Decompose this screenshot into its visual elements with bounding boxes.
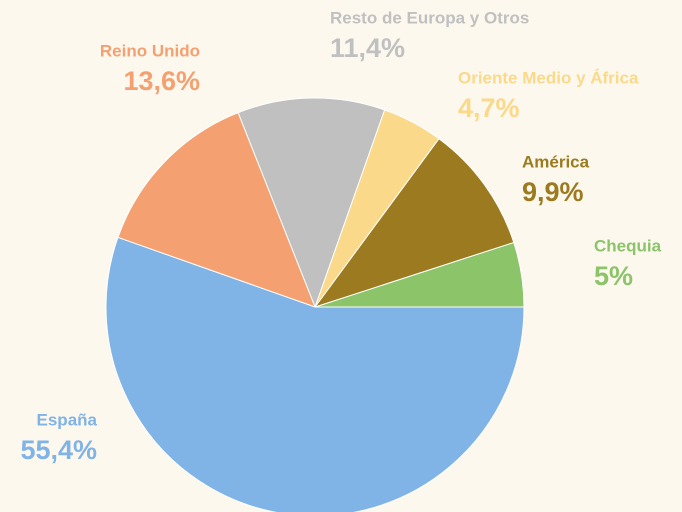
slice-name: Resto de Europa y Otros xyxy=(330,8,529,27)
pie-slice xyxy=(313,137,515,308)
pie-slice xyxy=(105,236,525,512)
slice-value: 55,4% xyxy=(20,435,97,465)
slice-name: América xyxy=(522,152,590,171)
slice-name: Chequia xyxy=(594,236,662,255)
slice-value: 5% xyxy=(594,261,633,291)
slice-name: Reino Unido xyxy=(100,41,200,60)
pie-slice xyxy=(237,97,386,309)
slice-name: España xyxy=(37,410,98,429)
slice-name: Oriente Medio y África xyxy=(458,68,639,87)
slice-value: 11,4% xyxy=(330,33,405,63)
slice-value: 4,7% xyxy=(458,93,520,123)
pie-slice xyxy=(117,112,316,308)
slice-value: 13,6% xyxy=(123,66,200,96)
slice-value: 9,9% xyxy=(522,177,584,207)
